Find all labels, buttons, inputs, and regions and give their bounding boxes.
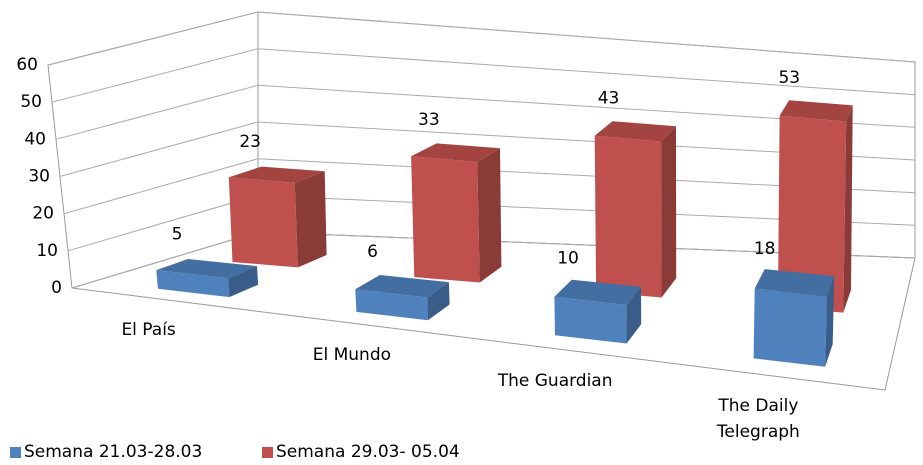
grid-line [51, 48, 916, 103]
bar-side [661, 126, 677, 298]
grid-line [63, 158, 916, 215]
x-tick-label: El País [121, 319, 176, 340]
y-tick-label: 0 [51, 278, 62, 298]
bar-front [355, 289, 428, 321]
bar-top [156, 259, 257, 279]
value-label: 33 [418, 110, 440, 130]
side-wall [47, 11, 259, 289]
legend-item: Semana 29.03- 05.04 [262, 442, 460, 462]
bar [554, 279, 642, 344]
bar-front [411, 156, 480, 283]
bar-top [411, 143, 500, 162]
y-tick-label: 40 [24, 129, 46, 149]
bar-side [843, 105, 853, 313]
y-tick-label: 30 [28, 167, 50, 187]
y-tick-label: 60 [16, 55, 38, 75]
bar-side [626, 286, 642, 344]
bar-top [554, 279, 641, 306]
bar-top [754, 269, 835, 297]
legend-swatch [262, 446, 273, 458]
legend-swatch [10, 446, 21, 458]
y-tick-label: 10 [36, 241, 58, 261]
value-label: 6 [367, 242, 378, 262]
legend-label: Semana 29.03- 05.04 [276, 442, 460, 462]
value-label: 53 [778, 68, 800, 88]
bar-side [294, 171, 327, 268]
bar-top [228, 166, 325, 183]
bar-top [594, 121, 676, 142]
bar-side [825, 276, 835, 367]
value-label: 5 [172, 225, 183, 245]
bar-front [228, 177, 298, 268]
legend-item: Semana 21.03-28.03 [10, 442, 202, 462]
grid-line [59, 121, 916, 177]
x-tick-label: El Mundo [312, 345, 392, 366]
bar [753, 269, 835, 367]
bar [411, 143, 502, 283]
bar [594, 121, 677, 298]
grid-line [55, 84, 916, 140]
bar-front [156, 270, 230, 298]
bar-side [228, 266, 259, 298]
bar-top [779, 100, 853, 122]
value-label: 43 [598, 89, 620, 109]
bar-front [554, 296, 627, 344]
value-label: 10 [557, 248, 579, 268]
bar-side [427, 282, 450, 321]
legend-label: Semana 21.03-28.03 [24, 442, 203, 462]
x-tick-label: The Daily Telegraph [716, 396, 800, 443]
bar-top [355, 275, 449, 298]
value-label: 18 [754, 239, 776, 259]
x-tick-label: The Guardian [497, 370, 613, 391]
bar-front [753, 288, 827, 367]
y-tick-label: 20 [32, 204, 54, 224]
bar [228, 166, 327, 268]
bar-side [477, 148, 502, 283]
bar [156, 259, 259, 298]
bar [777, 100, 853, 313]
bar-front [594, 135, 662, 298]
value-label: 23 [239, 132, 261, 152]
y-tick-label: 50 [20, 92, 42, 112]
bar-front [777, 115, 847, 313]
bar [355, 275, 450, 321]
grid-line [47, 11, 916, 66]
